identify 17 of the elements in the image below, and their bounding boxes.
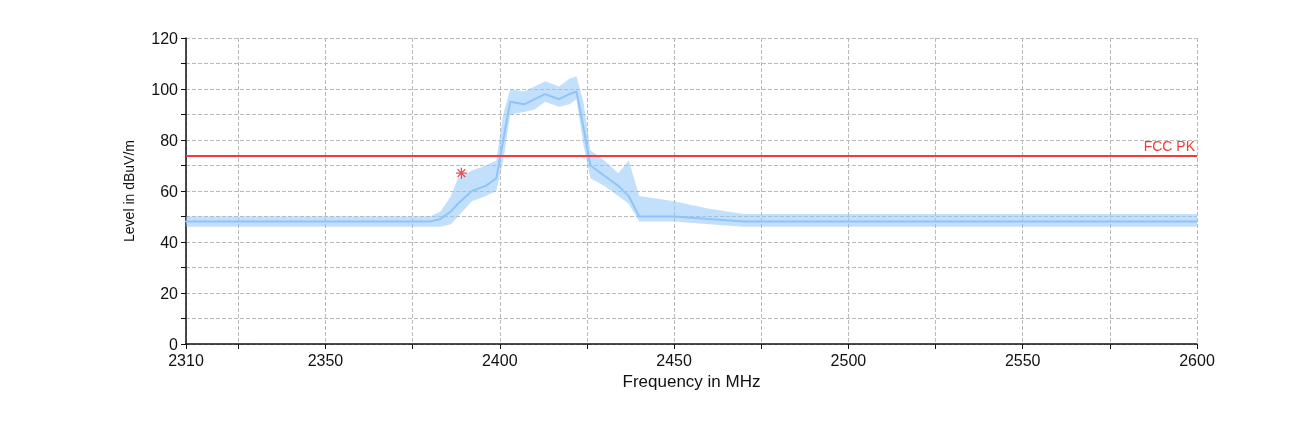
x-tick-label: 2400 (481, 351, 518, 369)
y-tick-label: 100 (151, 80, 179, 98)
x-tick-label: 2500 (830, 351, 867, 369)
y-tick-label: 60 (160, 182, 179, 200)
x-tick-label: 2550 (1004, 351, 1041, 369)
y-tick-label: 20 (160, 284, 179, 302)
y-tick-label: 40 (160, 233, 179, 251)
ref-line-label: FCC PK (1143, 138, 1196, 155)
y-axis-title: Level in dBuV/m (121, 140, 137, 242)
x-tick-label: 2310 (168, 351, 204, 369)
x-tick-label: 2600 (1179, 351, 1215, 369)
y-tick-label: 80 (160, 131, 179, 149)
x-axis-title: Frequency in MHz (622, 371, 761, 391)
x-tick-label: 2350 (307, 351, 344, 369)
x-tick-label: 2450 (656, 351, 692, 369)
y-tick-label: 120 (151, 29, 179, 47)
y-tick-label: 0 (169, 335, 179, 353)
